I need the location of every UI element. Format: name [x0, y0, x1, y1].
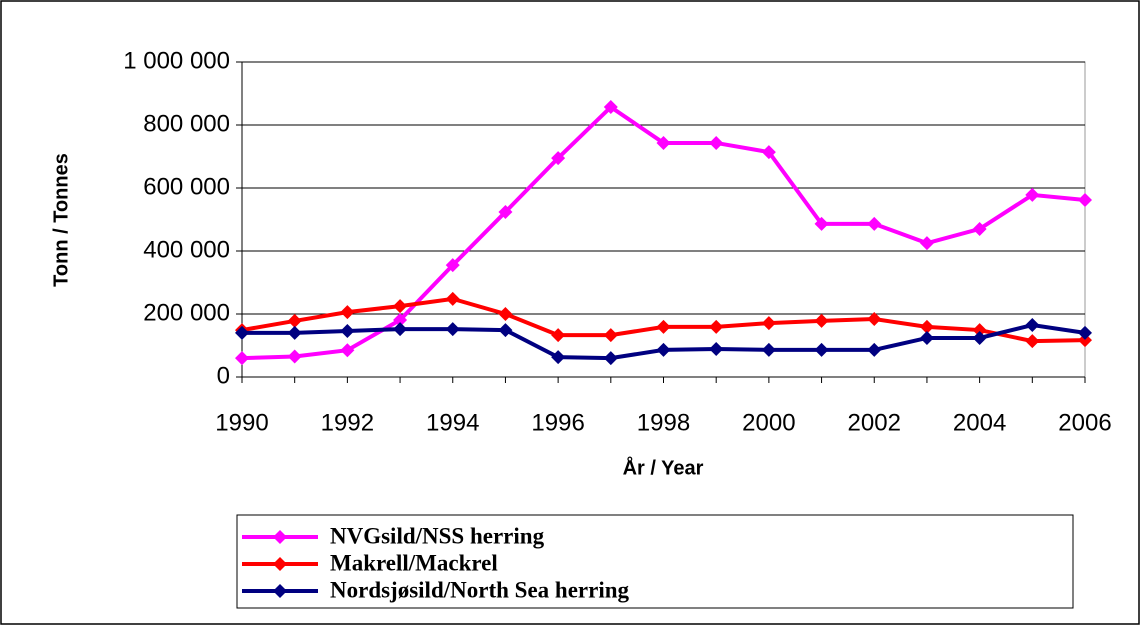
data-point: [340, 343, 355, 358]
data-point: [919, 236, 934, 251]
x-tick-label: 1992: [321, 409, 374, 436]
x-tick-label: 1990: [215, 409, 268, 436]
data-point: [761, 316, 776, 331]
data-point: [814, 216, 829, 231]
data-point: [761, 145, 776, 160]
x-tick-label: 1994: [426, 409, 479, 436]
legend-marker: [273, 530, 287, 544]
data-point: [551, 350, 566, 365]
data-point: [1025, 187, 1040, 202]
data-point: [867, 312, 882, 327]
y-tick-label: 200 000: [143, 299, 230, 326]
data-point: [287, 349, 302, 364]
data-point: [498, 323, 513, 338]
data-point: [814, 342, 829, 357]
data-point: [919, 319, 934, 334]
data-point: [445, 322, 460, 337]
data-point: [972, 330, 987, 345]
data-point: [1078, 325, 1092, 340]
data-point: [551, 328, 566, 343]
data-point: [340, 305, 355, 320]
data-point: [867, 342, 882, 357]
data-point: [393, 322, 408, 337]
data-point: [709, 135, 724, 150]
data-point: [287, 313, 302, 328]
data-point: [393, 299, 408, 314]
y-tick-label: 800 000: [143, 110, 230, 137]
x-axis-title: År / Year: [623, 455, 704, 479]
legend-marker: [273, 584, 287, 598]
data-point: [972, 221, 987, 236]
legend-label: NVGsild/NSS herring: [330, 523, 545, 548]
y-tick-label: 1 000 000: [123, 47, 230, 74]
data-point: [603, 100, 618, 115]
y-tick-label: 0: [217, 362, 230, 389]
data-point: [709, 341, 724, 356]
data-point: [498, 204, 513, 219]
data-point: [498, 307, 513, 321]
x-tick-label: 1998: [637, 409, 690, 436]
legend-marker: [273, 557, 287, 571]
data-point: [1078, 333, 1092, 348]
y-tick-label: 400 000: [143, 236, 230, 263]
data-point: [340, 324, 355, 339]
y-tick-label: 600 000: [143, 173, 230, 200]
data-point: [445, 291, 460, 306]
data-point: [867, 216, 882, 231]
data-point: [761, 342, 776, 357]
data-point: [235, 325, 249, 340]
data-point: [656, 135, 671, 150]
data-point: [709, 319, 724, 334]
legend-box: [236, 514, 1074, 609]
legend-label: Nordsjøsild/North Sea herring: [330, 577, 630, 602]
x-tick-label: 1996: [531, 409, 584, 436]
data-point: [603, 328, 618, 343]
data-point: [919, 330, 934, 345]
data-point: [814, 313, 829, 328]
y-axis-title: Tonn / Tonnes: [50, 153, 72, 287]
data-point: [551, 151, 566, 166]
data-point: [972, 323, 987, 338]
x-tick-label: 2002: [848, 409, 901, 436]
x-tick-label: 2000: [742, 409, 795, 436]
data-point: [393, 312, 408, 327]
data-point: [1078, 192, 1092, 207]
data-point: [656, 319, 671, 334]
x-tick-label: 2004: [953, 409, 1006, 436]
data-point: [1025, 334, 1040, 349]
data-point: [445, 258, 460, 273]
data-point: [287, 325, 302, 340]
data-point: [656, 342, 671, 357]
data-point: [235, 351, 249, 366]
data-point: [603, 351, 618, 366]
legend-label: Makrell/Mackrel: [330, 550, 498, 575]
x-tick-label: 2006: [1058, 409, 1111, 436]
data-point: [1025, 318, 1040, 333]
